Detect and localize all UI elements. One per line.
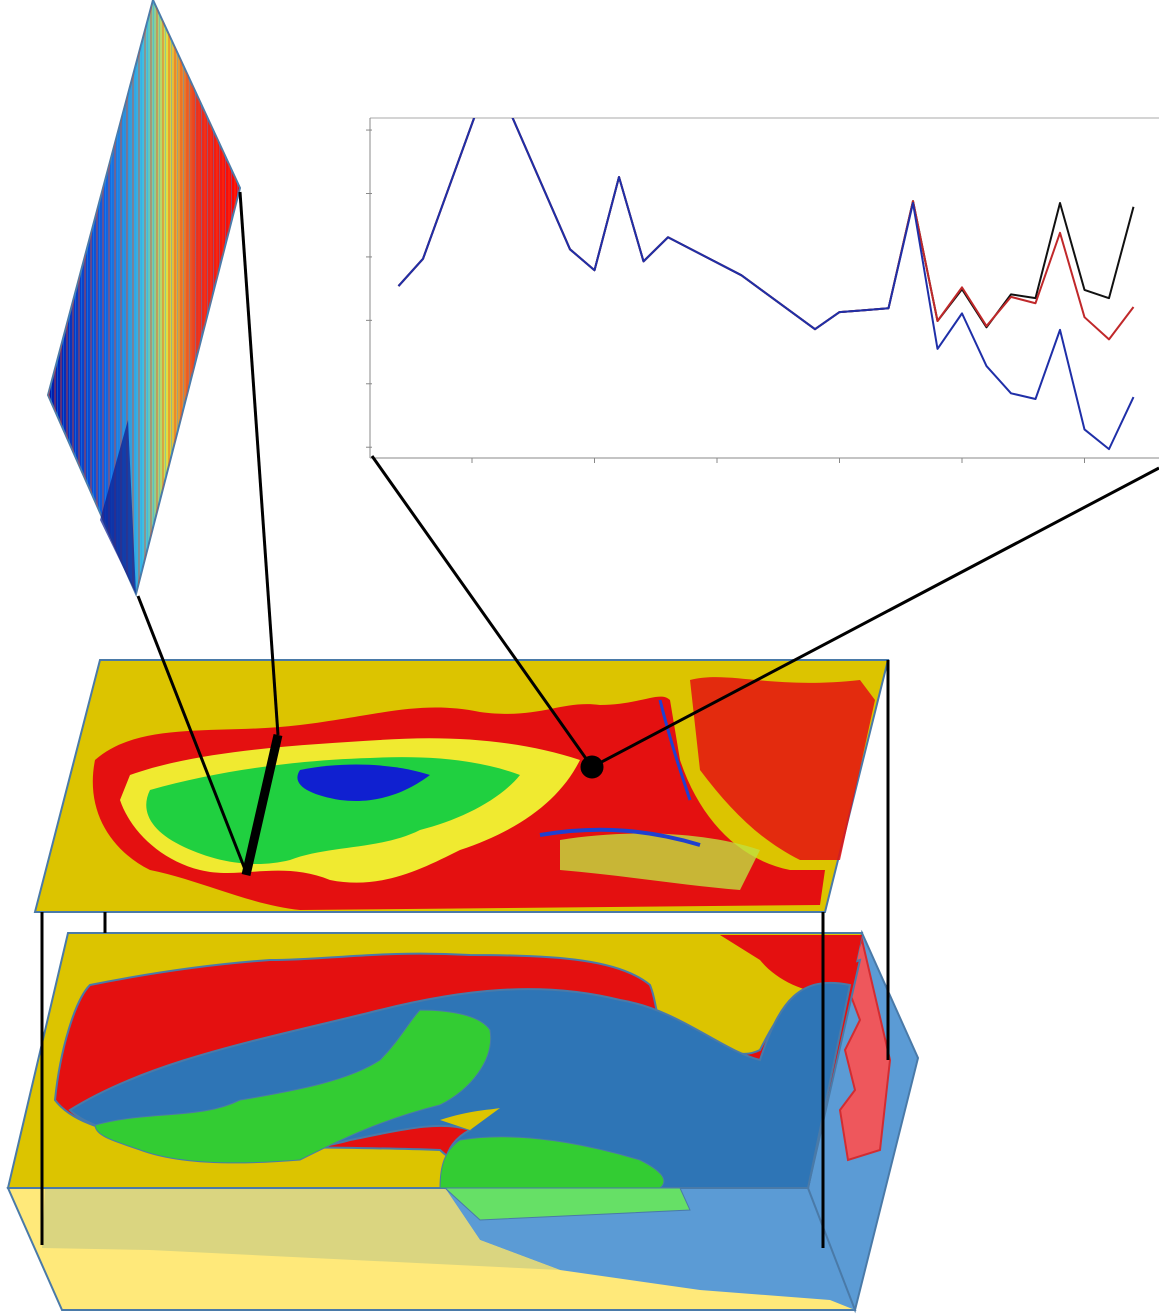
heatmap-texture [48,0,240,594]
map-panel [35,660,888,912]
series-line [399,70,1134,340]
point-marker [581,756,603,778]
ticks [366,130,1085,463]
heatmap-panel [48,0,240,594]
line-chart [366,70,1159,463]
connector [592,468,1159,767]
figure [0,0,1159,1314]
connector [240,192,278,735]
series-line [399,70,1134,449]
plot-area [399,70,1134,449]
layer-block [8,933,918,1310]
series-line [399,70,1134,329]
